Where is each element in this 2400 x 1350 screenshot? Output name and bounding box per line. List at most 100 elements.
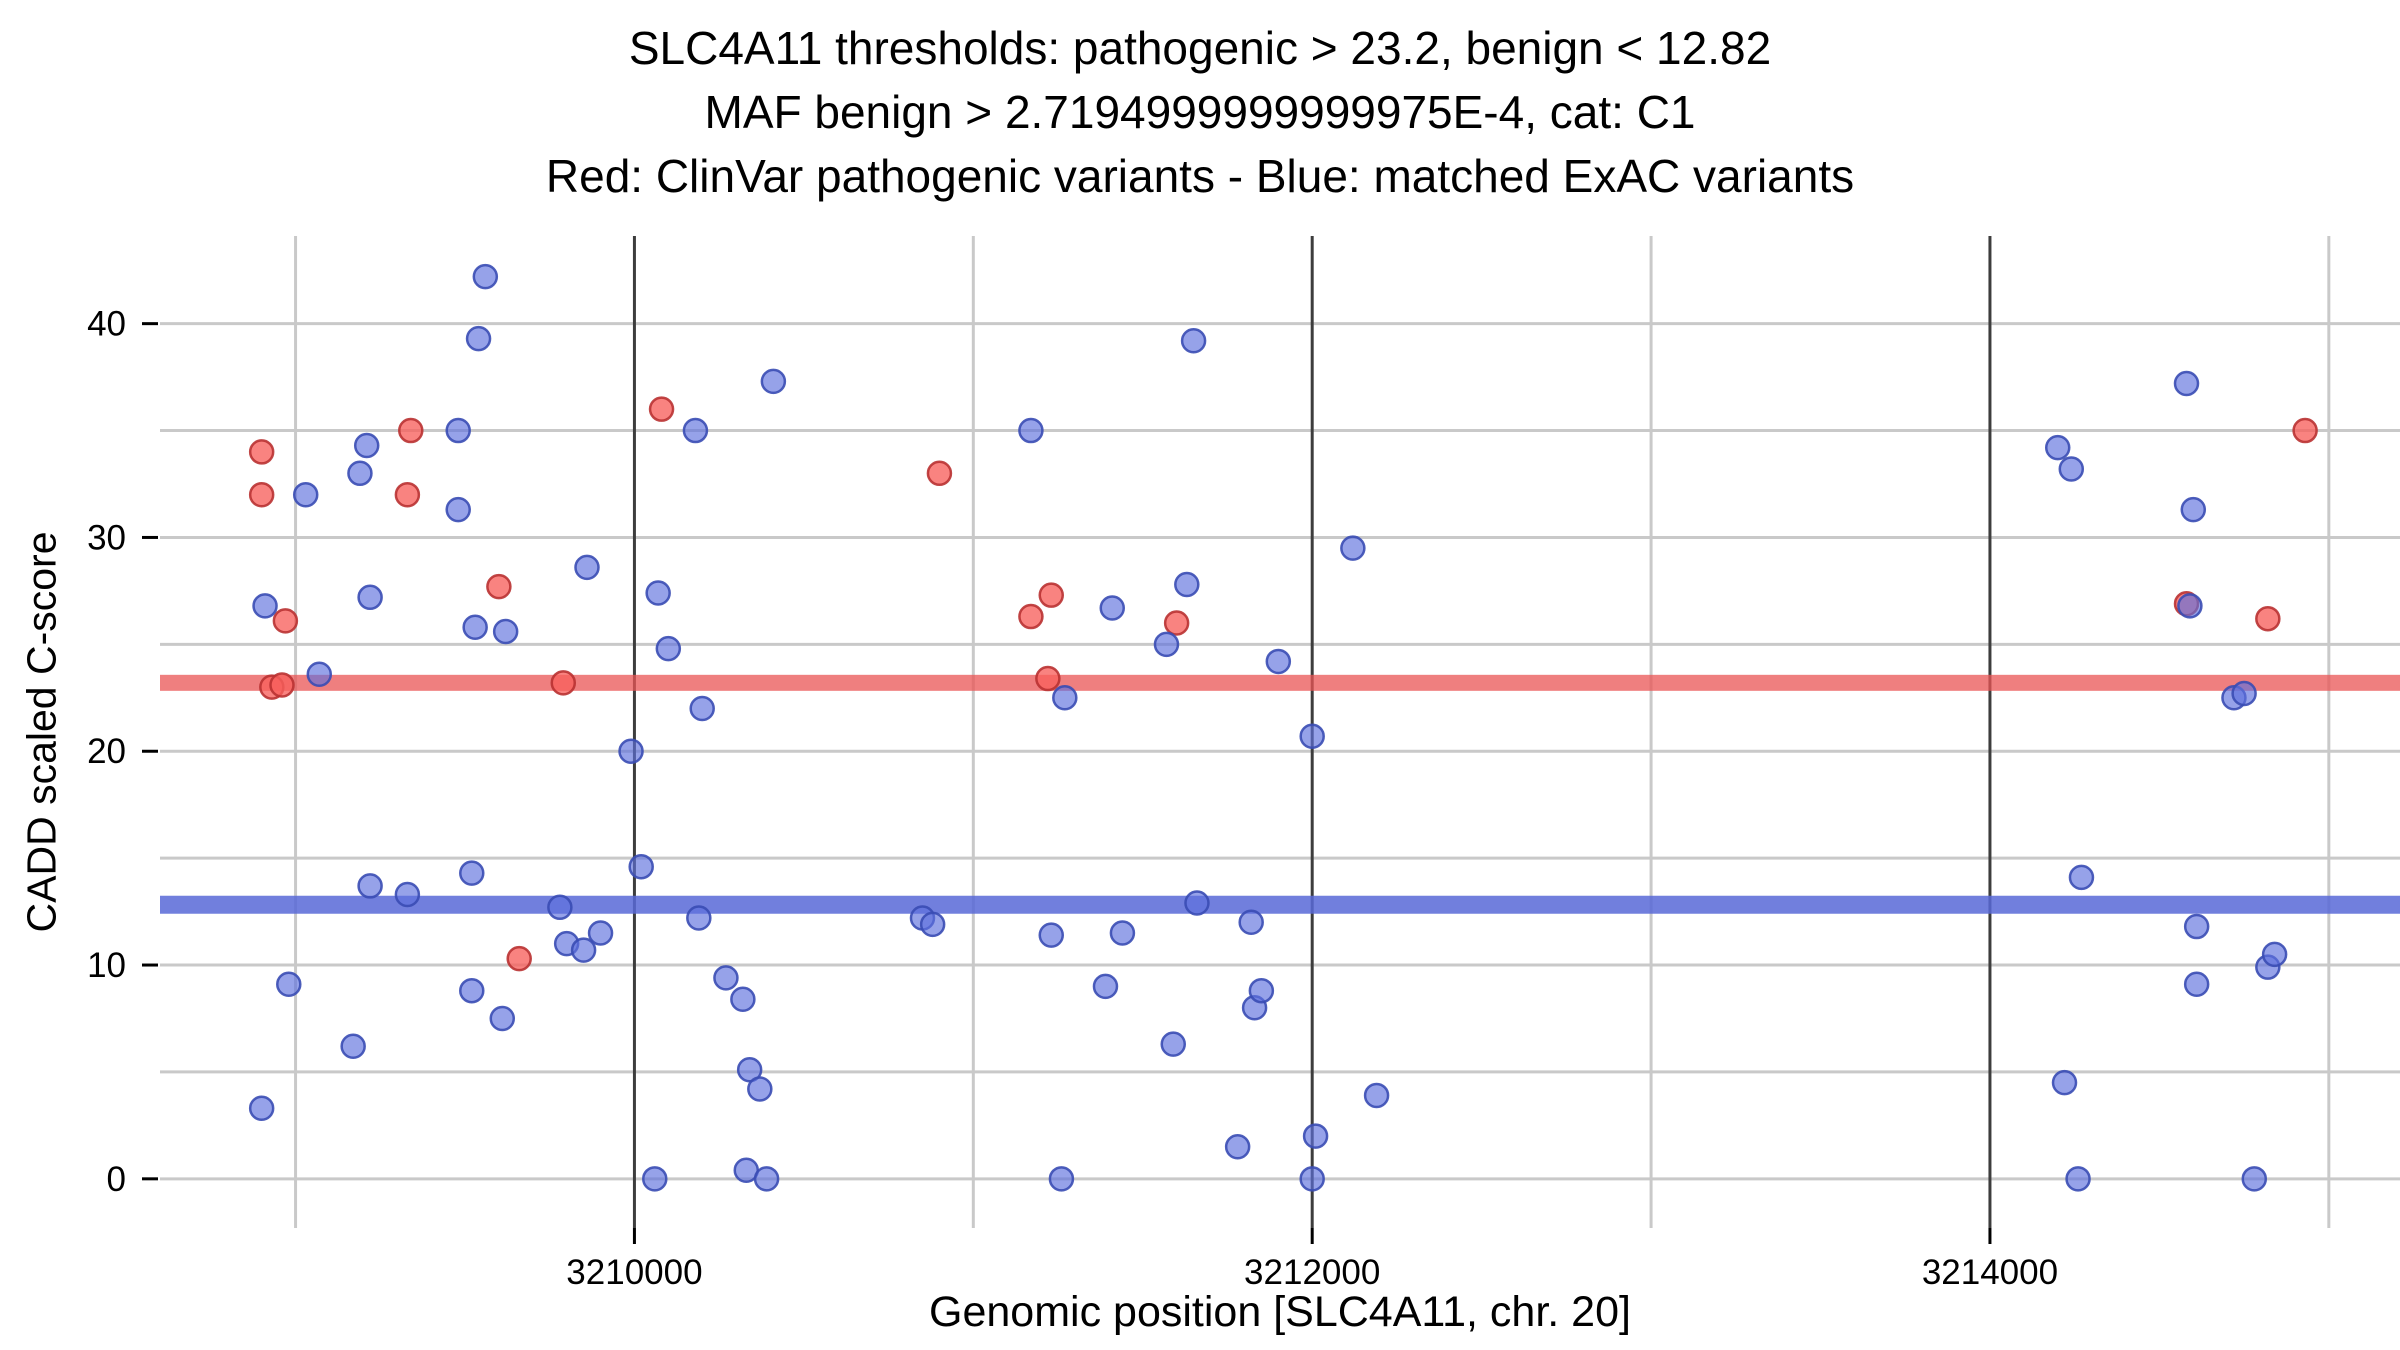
data-point-benign bbox=[353, 432, 380, 459]
data-point-pathogenic bbox=[1018, 603, 1044, 630]
data-point-benign bbox=[1340, 535, 1366, 561]
data-point-benign bbox=[2183, 913, 2210, 940]
data-point-benign bbox=[292, 481, 319, 508]
data-point-pathogenic bbox=[248, 439, 275, 465]
data-point-pathogenic bbox=[2292, 417, 2318, 444]
chart-title-line3: Red: ClinVar pathogenic variants - Blue:… bbox=[545, 150, 1855, 202]
data-point-benign bbox=[628, 853, 654, 880]
data-point-benign bbox=[1180, 328, 1207, 354]
data-point-benign bbox=[1302, 1123, 1329, 1149]
data-point-benign bbox=[357, 873, 383, 899]
data-point-benign bbox=[682, 417, 709, 444]
data-point-benign bbox=[1184, 890, 1210, 916]
y-tick-label: 10 bbox=[87, 946, 126, 985]
data-point-benign bbox=[547, 894, 573, 921]
data-point-benign bbox=[1018, 417, 1044, 444]
data-point-benign bbox=[248, 1095, 275, 1122]
data-point-benign bbox=[276, 971, 302, 998]
data-point-benign bbox=[2241, 1166, 2268, 1192]
data-point-benign bbox=[1160, 1031, 1187, 1057]
y-tick-label: 0 bbox=[107, 1160, 126, 1199]
data-point-benign bbox=[1048, 1166, 1075, 1192]
data-point-benign bbox=[570, 937, 597, 963]
data-point-benign bbox=[1224, 1134, 1251, 1160]
data-point-benign bbox=[1248, 977, 1275, 1004]
data-point-benign bbox=[689, 695, 715, 722]
data-point-benign bbox=[1052, 685, 1078, 711]
data-point-benign bbox=[713, 965, 739, 991]
data-point-pathogenic bbox=[550, 670, 577, 696]
data-point-benign bbox=[2183, 971, 2210, 998]
data-point-benign bbox=[445, 496, 471, 523]
data-point-benign bbox=[736, 1057, 763, 1083]
data-point-benign bbox=[472, 263, 499, 290]
data-point-benign bbox=[1299, 1166, 1325, 1192]
x-axis-label: Genomic position [SLC4A11, chr. 20] bbox=[929, 1288, 1631, 1336]
chart-title: SLC4A11 thresholds: pathogenic > 23.2, b… bbox=[0, 16, 2400, 208]
data-point-benign bbox=[919, 911, 946, 938]
data-point-benign bbox=[1363, 1082, 1390, 1109]
data-point-pathogenic bbox=[269, 672, 295, 698]
data-point-benign bbox=[340, 1033, 366, 1060]
data-point-benign bbox=[1099, 595, 1126, 621]
data-point-benign bbox=[2044, 434, 2071, 461]
data-point-benign bbox=[1092, 973, 1119, 1000]
data-point-benign bbox=[2261, 941, 2288, 968]
data-point-pathogenic bbox=[486, 573, 512, 600]
benign-threshold-band bbox=[160, 895, 2400, 914]
data-point-benign bbox=[1038, 922, 1065, 948]
data-point-benign bbox=[760, 368, 787, 395]
data-point-benign bbox=[2173, 370, 2200, 397]
data-point-benign bbox=[747, 1076, 773, 1102]
data-point-pathogenic bbox=[1035, 665, 1061, 692]
data-point-benign bbox=[2231, 680, 2257, 707]
data-point-pathogenic bbox=[1038, 582, 1065, 608]
data-point-benign bbox=[2068, 864, 2095, 891]
data-point-pathogenic bbox=[2255, 605, 2281, 632]
data-point-benign bbox=[1109, 920, 1136, 946]
data-point-benign bbox=[2058, 456, 2085, 482]
data-point-benign bbox=[394, 881, 421, 908]
x-tick-label: 3210000 bbox=[566, 1253, 702, 1292]
data-point-benign bbox=[459, 860, 485, 886]
y-tick-label: 30 bbox=[87, 518, 126, 557]
data-point-benign bbox=[459, 977, 485, 1004]
data-point-benign bbox=[655, 635, 682, 662]
data-point-pathogenic bbox=[248, 481, 275, 508]
data-point-benign bbox=[574, 554, 600, 581]
data-point-benign bbox=[252, 593, 278, 619]
x-tick-label: 3212000 bbox=[1244, 1253, 1380, 1292]
data-point-benign bbox=[587, 920, 614, 946]
data-point-pathogenic bbox=[1163, 610, 1190, 636]
data-point-benign bbox=[306, 661, 333, 688]
data-point-benign bbox=[2180, 496, 2207, 523]
y-tick-label: 40 bbox=[87, 305, 126, 344]
data-point-benign bbox=[753, 1166, 780, 1192]
data-point-benign bbox=[2051, 1069, 2078, 1096]
data-point-benign bbox=[1238, 909, 1264, 936]
data-point-benign bbox=[1174, 571, 1200, 598]
data-point-benign bbox=[1265, 648, 1292, 675]
data-point-benign bbox=[2177, 593, 2203, 619]
chart-title-line1: SLC4A11 thresholds: pathogenic > 23.2, b… bbox=[628, 22, 1772, 74]
data-point-pathogenic bbox=[394, 481, 421, 508]
data-point-pathogenic bbox=[398, 417, 424, 444]
data-point-benign bbox=[1153, 631, 1180, 658]
pathogenic-threshold-band bbox=[160, 674, 2400, 691]
data-point-benign bbox=[645, 580, 671, 606]
data-point-benign bbox=[618, 738, 644, 764]
data-point-benign bbox=[489, 1005, 516, 1032]
data-point-benign bbox=[686, 905, 712, 931]
data-point-pathogenic bbox=[648, 396, 675, 422]
data-point-benign bbox=[347, 460, 373, 487]
data-point-benign bbox=[2065, 1166, 2091, 1192]
y-axis-label: CADD scaled C-score bbox=[18, 531, 65, 933]
x-tick-label: 3214000 bbox=[1922, 1253, 2058, 1292]
data-point-benign bbox=[492, 618, 519, 645]
data-point-pathogenic bbox=[926, 460, 953, 487]
data-point-benign bbox=[465, 325, 492, 352]
data-point-benign bbox=[462, 614, 488, 640]
data-point-benign bbox=[357, 584, 383, 611]
